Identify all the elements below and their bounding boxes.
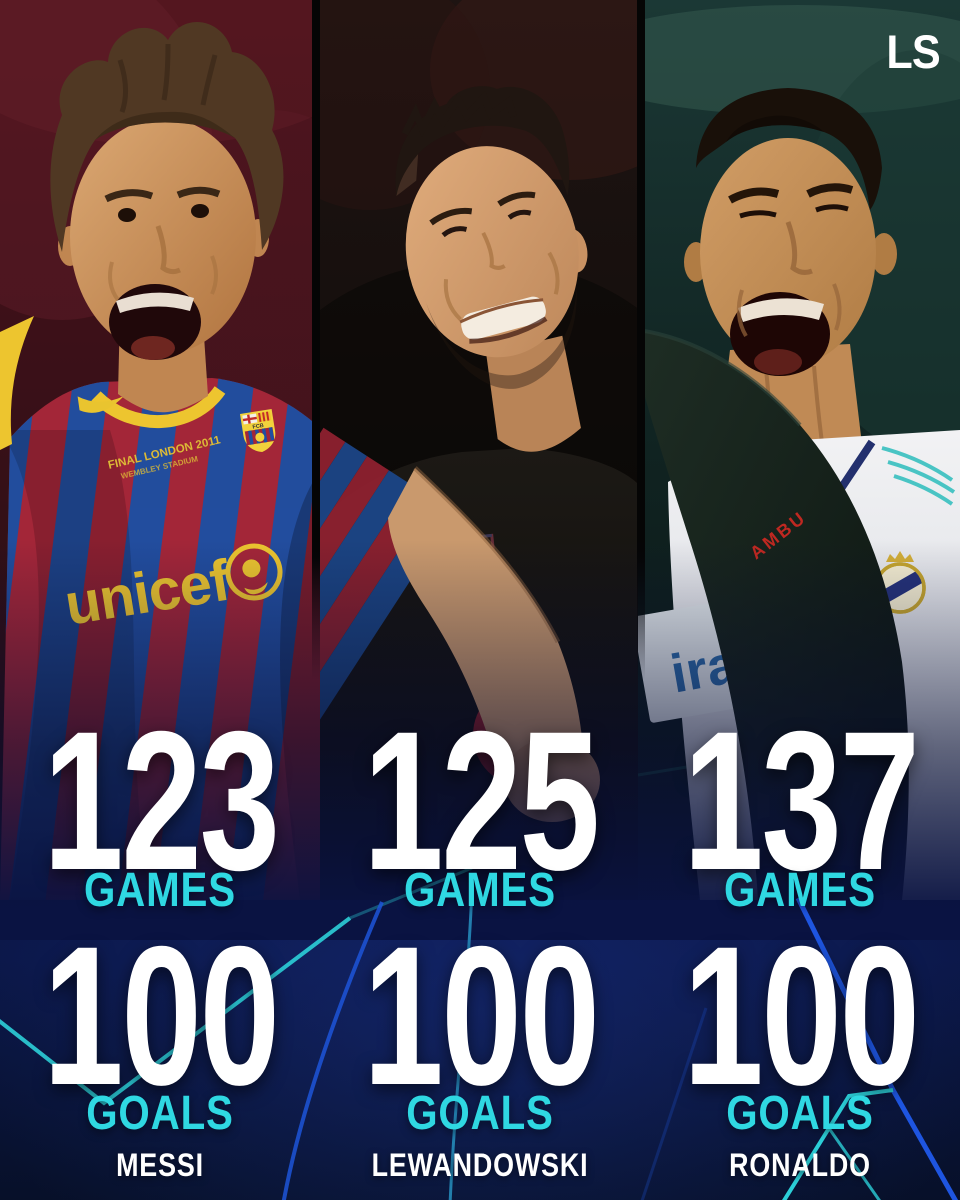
lewandowski-games-value: 125: [363, 690, 600, 911]
fcb-crest-text: FCB: [252, 423, 264, 431]
stat-column-messi: 123 GAMES 100 GOALS MESSI: [0, 0, 320, 1200]
messi-head: [50, 22, 284, 413]
ronaldo-head: [684, 88, 897, 376]
photo-divider-1: [312, 0, 320, 680]
messi-goals-value: 100: [43, 905, 280, 1126]
ronaldo-name: RONALDO: [729, 1147, 871, 1183]
ronaldo-goals-label: GOALS: [726, 1087, 874, 1140]
lewandowski-goals-value: 100: [363, 905, 600, 1126]
lewandowski-games-label: GAMES: [403, 864, 557, 917]
lewandowski-goals-label: GOALS: [406, 1087, 554, 1140]
photo-divider-2: [637, 0, 645, 680]
stat-column-lewandowski: 125 GAMES 100 GOALS LEWANDOWSKI: [320, 0, 640, 1200]
messi-name: MESSI: [116, 1147, 204, 1183]
fcb-crest: FCB: [240, 408, 276, 452]
messi-games-label: GAMES: [83, 864, 237, 917]
messi-games-value: 123: [43, 690, 280, 911]
ronaldo-goals-value: 100: [683, 905, 920, 1126]
livescore-logo: LS: [886, 25, 940, 78]
messi-goals-label: GOALS: [86, 1087, 234, 1140]
ronaldo-games-value: 137: [683, 690, 920, 911]
photo-fade-overlay: [0, 540, 960, 940]
stat-column-ronaldo: 137 GAMES 100 GOALS RONALDO: [640, 0, 960, 1200]
lewandowski-name: LEWANDOWSKI: [371, 1147, 589, 1183]
lewandowski-head: [395, 86, 588, 452]
